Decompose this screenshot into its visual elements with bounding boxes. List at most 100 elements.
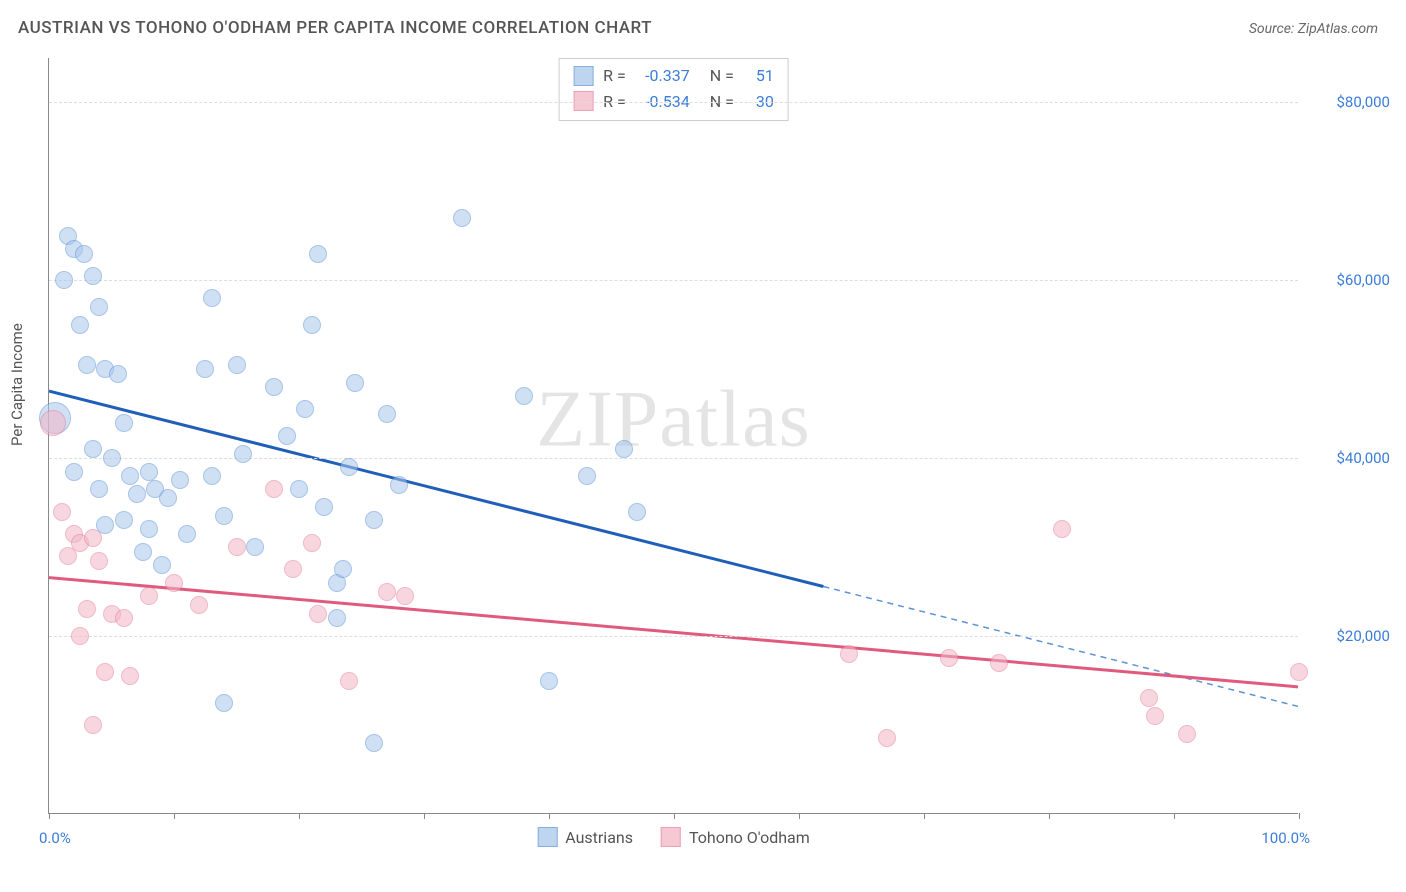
chart-container: Per Capita Income ZIPatlas R = -0.337 N = 5… [0, 46, 1406, 866]
data-point [340, 458, 358, 476]
data-point [453, 209, 471, 227]
data-point [90, 552, 108, 570]
data-point [90, 480, 108, 498]
gridline [49, 280, 1298, 281]
data-point [190, 596, 208, 614]
legend-item: Austrians [537, 827, 633, 847]
data-point [96, 663, 114, 681]
x-tick [924, 813, 925, 819]
trend-lines [49, 58, 1298, 813]
y-tick-label: $80,000 [1306, 93, 1390, 111]
r-label: R = [603, 63, 626, 89]
data-point [265, 480, 283, 498]
data-point [159, 489, 177, 507]
correlation-legend: R =-0.337N =51R =-0.534N =30 [558, 58, 789, 121]
data-point [215, 507, 233, 525]
data-point [1290, 663, 1308, 681]
legend-item: Tohono O'odham [661, 827, 810, 847]
data-point [378, 583, 396, 601]
data-point [84, 440, 102, 458]
data-point [315, 498, 333, 516]
r-value: -0.337 [636, 63, 690, 89]
data-point [203, 467, 221, 485]
data-point [103, 449, 121, 467]
data-point [378, 405, 396, 423]
data-point [71, 627, 89, 645]
data-point [140, 520, 158, 538]
y-tick-label: $40,000 [1306, 449, 1390, 467]
r-label: R = [603, 89, 626, 115]
y-tick-label: $60,000 [1306, 271, 1390, 289]
x-tick [424, 813, 425, 819]
watermark: ZIPatlas [536, 375, 811, 466]
data-point [878, 729, 896, 747]
data-point [84, 267, 102, 285]
data-point [121, 667, 139, 685]
data-point [290, 480, 308, 498]
data-point [40, 410, 66, 436]
data-point [228, 356, 246, 374]
data-point [78, 600, 96, 618]
data-point [365, 511, 383, 529]
data-point [246, 538, 264, 556]
gridline [49, 636, 1298, 637]
x-tick [1299, 813, 1300, 819]
x-tick [674, 813, 675, 819]
data-point [178, 525, 196, 543]
data-point [303, 534, 321, 552]
legend-swatch [573, 66, 593, 86]
data-point [90, 298, 108, 316]
data-point [115, 609, 133, 627]
legend-swatch [661, 827, 681, 847]
data-point [55, 271, 73, 289]
data-point [265, 378, 283, 396]
data-point [940, 649, 958, 667]
data-point [346, 374, 364, 392]
x-tick [49, 813, 50, 819]
data-point [540, 672, 558, 690]
data-point [121, 467, 139, 485]
data-point [334, 560, 352, 578]
data-point [203, 289, 221, 307]
legend-stat-row: R =-0.534N =30 [573, 89, 774, 115]
data-point [78, 356, 96, 374]
data-point [228, 538, 246, 556]
data-point [1178, 725, 1196, 743]
data-point [390, 476, 408, 494]
legend-swatch [573, 91, 593, 111]
y-axis-label: Per Capita Income [8, 323, 26, 446]
data-point [278, 427, 296, 445]
x-tick [299, 813, 300, 819]
x-axis-min-label: 0.0% [39, 829, 71, 847]
r-value: -0.534 [636, 89, 690, 115]
legend-label: Tohono O'odham [689, 828, 810, 847]
data-point [171, 471, 189, 489]
data-point [628, 503, 646, 521]
data-point [1053, 520, 1071, 538]
data-point [615, 440, 633, 458]
data-point [840, 645, 858, 663]
n-value: 51 [744, 63, 774, 89]
data-point [284, 560, 302, 578]
n-label: N = [710, 89, 734, 115]
x-tick [549, 813, 550, 819]
legend-swatch [537, 827, 557, 847]
series-legend: Austrians Tohono O'odham [537, 827, 810, 847]
data-point [84, 716, 102, 734]
x-tick [174, 813, 175, 819]
gridline [49, 102, 1298, 103]
data-point [84, 529, 102, 547]
x-tick [799, 813, 800, 819]
data-point [309, 245, 327, 263]
data-point [303, 316, 321, 334]
chart-title: AUSTRIAN VS TOHONO O'ODHAM PER CAPITA IN… [18, 18, 652, 38]
data-point [215, 694, 233, 712]
data-point [165, 574, 183, 592]
data-point [71, 316, 89, 334]
data-point [53, 503, 71, 521]
x-tick [1049, 813, 1050, 819]
data-point [296, 400, 314, 418]
data-point [340, 672, 358, 690]
data-point [365, 734, 383, 752]
source-attribution: Source: ZipAtlas.com [1249, 21, 1378, 37]
